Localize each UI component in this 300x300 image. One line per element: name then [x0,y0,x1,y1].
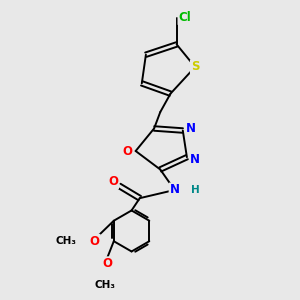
Text: S: S [191,61,199,74]
Text: CH₃: CH₃ [55,236,76,246]
Text: O: O [102,257,112,270]
Text: H: H [191,185,200,195]
Text: O: O [122,145,133,158]
Text: N: N [190,153,200,166]
Text: O: O [90,235,100,248]
Text: O: O [108,175,118,188]
Text: N: N [169,184,180,196]
Text: CH₃: CH₃ [94,280,116,290]
Text: Cl: Cl [178,11,191,24]
Text: N: N [186,122,196,135]
